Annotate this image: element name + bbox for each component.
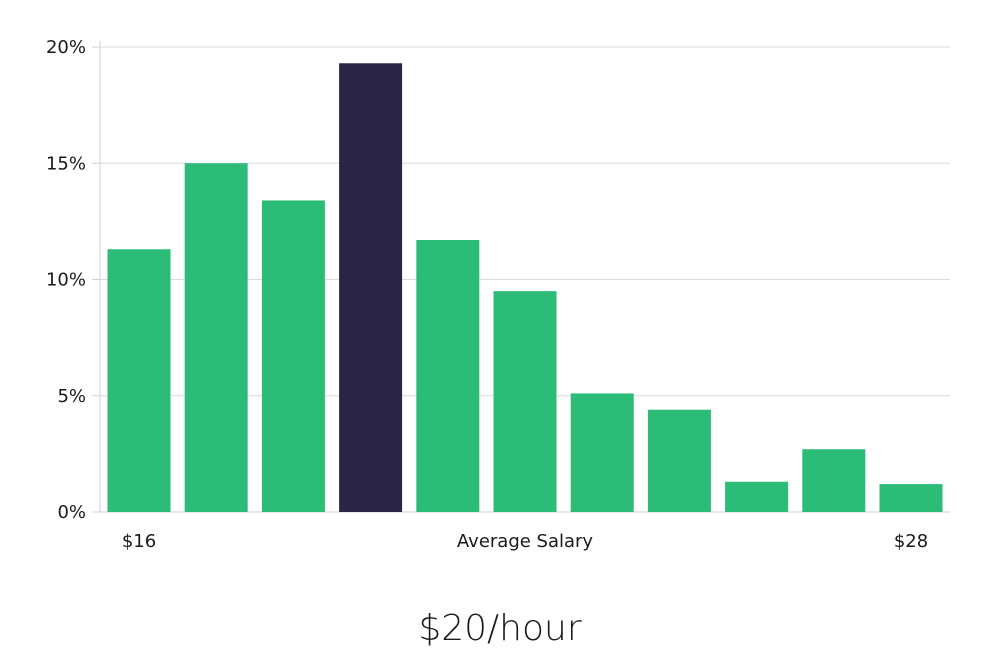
bar [570,393,634,512]
bar [725,481,789,512]
x-axis-title: Average Salary [457,531,594,552]
average-salary-value: $20/hour [418,608,582,649]
bar-highlighted [339,63,403,513]
y-tick-label: 20% [46,37,86,58]
bar [647,409,711,512]
y-tick-label: 5% [57,386,86,407]
axis-layer: 0% 5% 10% 15% 20% [46,37,950,523]
bar [802,449,866,512]
bar [879,484,943,512]
bar-layer [107,63,943,513]
y-tick-label: 0% [57,502,86,523]
x-label-right: $28 [894,531,928,552]
bar [107,249,171,512]
label-layer: $16 Average Salary $28 [122,531,928,552]
y-tick-label: 10% [46,270,86,291]
bar [184,163,248,512]
bar [493,291,557,513]
chart-svg: 0% 5% 10% 15% 20% $16 Average Salary $28 [46,37,950,552]
bar [261,200,325,512]
y-tick-label: 15% [46,153,86,174]
bar [416,239,480,513]
x-label-left: $16 [122,531,156,552]
